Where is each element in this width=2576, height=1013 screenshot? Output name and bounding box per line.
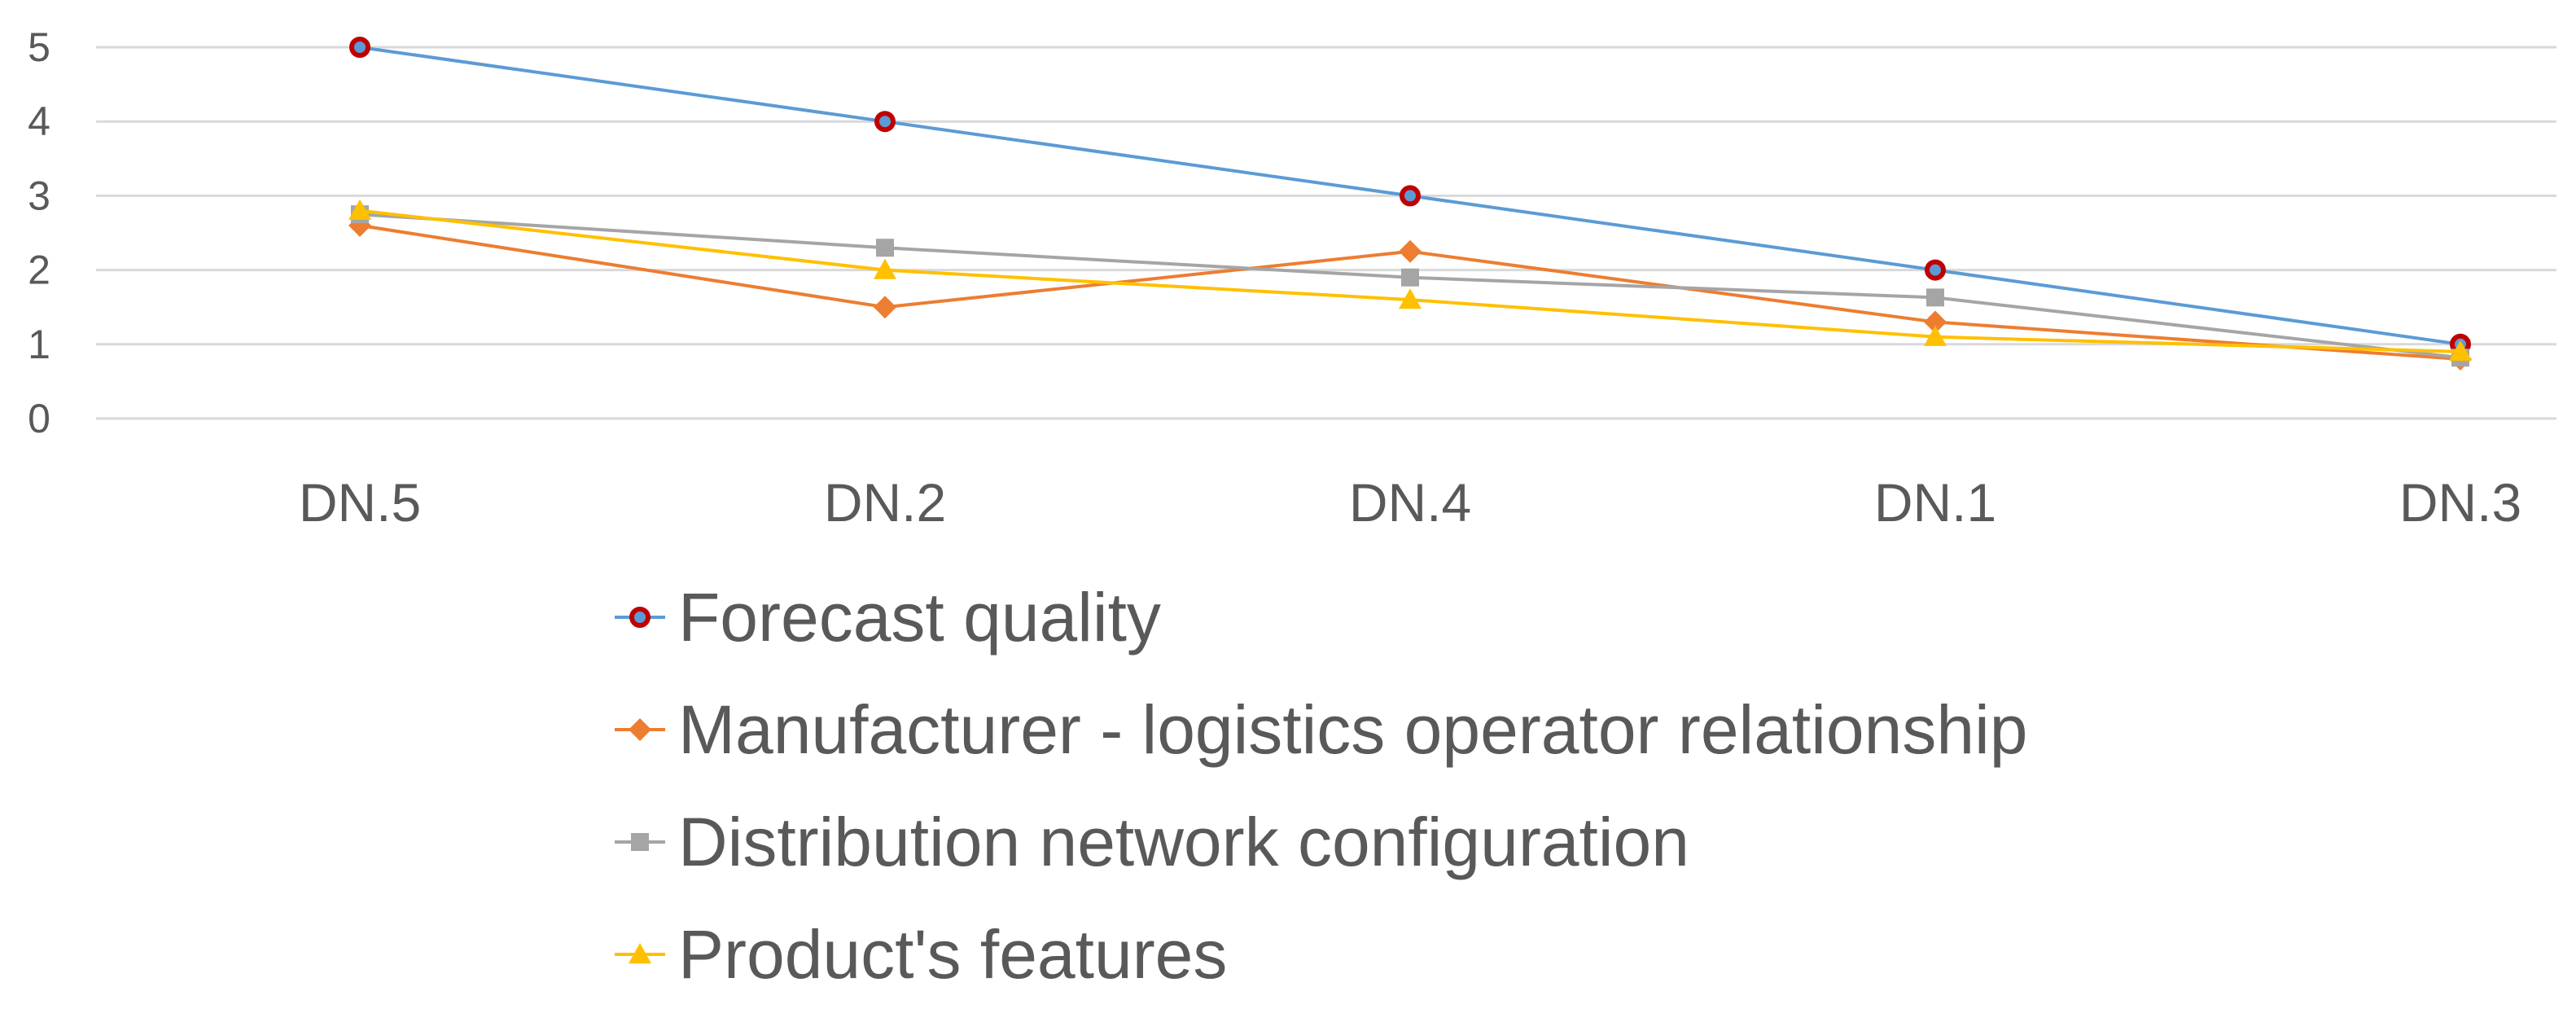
x-tick-label: DN.3 (2399, 472, 2521, 533)
x-axis-ticks: DN.5 DN.2 DN.4 DN.1 DN.3 (299, 472, 2521, 533)
series-layer (348, 37, 2472, 371)
x-tick-label: DN.5 (299, 472, 421, 533)
gridlines (96, 46, 2556, 420)
data-point (1401, 268, 1419, 287)
legend-label: Forecast quality (678, 579, 1161, 656)
legend-label: Product's features (678, 916, 1227, 993)
y-tick-label: 5 (28, 24, 50, 70)
legend-label: Distribution network configuration (678, 804, 1689, 880)
data-point (876, 239, 894, 257)
data-point (874, 258, 896, 279)
data-point (2449, 340, 2472, 362)
legend-item: Distribution network configuration (615, 804, 1689, 880)
y-tick-label: 3 (28, 173, 50, 218)
data-point (349, 37, 370, 58)
data-point (874, 111, 896, 133)
data-point (1400, 185, 1421, 207)
data-point (1924, 325, 1947, 346)
data-point (874, 296, 896, 319)
legend-marker (629, 718, 651, 741)
data-point (1399, 239, 1422, 263)
legend-marker (629, 607, 651, 628)
data-point (1924, 310, 1947, 334)
legend-item: Product's features (615, 916, 1227, 993)
legend-marker (631, 833, 649, 851)
y-tick-label: 4 (28, 99, 50, 144)
y-tick-label: 1 (28, 322, 50, 367)
legend-marker (629, 943, 651, 964)
legend-label: Manufacturer - logistics operator relati… (678, 691, 2027, 768)
data-point (1925, 259, 1946, 281)
y-tick-label: 2 (28, 248, 50, 293)
x-tick-label: DN.1 (1874, 472, 1996, 533)
x-tick-label: DN.2 (824, 472, 946, 533)
legend-item: Forecast quality (615, 579, 1161, 656)
y-tick-label: 0 (28, 396, 50, 441)
x-tick-label: DN.4 (1349, 472, 1471, 533)
data-point (1399, 288, 1422, 309)
legend: Forecast quality Manufacturer - logistics… (615, 579, 2027, 993)
y-axis-ticks: 0 1 2 3 4 5 (28, 24, 50, 441)
series-4 (348, 199, 2472, 362)
data-point (348, 199, 371, 220)
data-point (1926, 288, 1944, 307)
legend-item: Manufacturer - logistics operator relati… (615, 691, 2027, 768)
